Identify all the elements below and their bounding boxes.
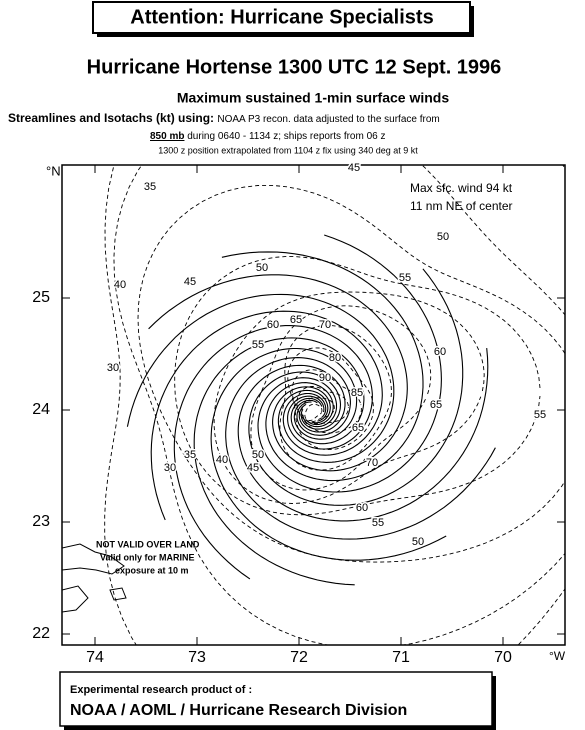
map-layer	[62, 165, 565, 645]
position-note: 1300 z position extrapolated from 1104 z…	[158, 145, 418, 155]
isotach-label: 60	[434, 346, 446, 358]
lat-unit: °N	[46, 163, 61, 178]
isotach-label: 80	[329, 352, 341, 364]
streamline	[148, 274, 408, 472]
streamline	[221, 251, 424, 482]
isotach	[287, 347, 374, 451]
lon-tick-label: 71	[392, 649, 410, 666]
lat-tick-label: 23	[32, 513, 50, 530]
isotach-label: 50	[437, 231, 449, 243]
land-note: exposure at 10 m	[115, 565, 189, 575]
streamline	[193, 337, 365, 586]
isotach-label: 50	[256, 262, 268, 274]
max-wind-location: 11 nm NE of center	[410, 199, 513, 213]
land	[109, 587, 127, 601]
isotach-label: 70	[366, 457, 378, 469]
isotach-label: 60	[267, 319, 279, 331]
lon-tick-label: 72	[290, 649, 308, 666]
streamline	[237, 348, 489, 522]
land-note: NOT VALID OVER LAND	[96, 539, 200, 549]
streamline	[210, 347, 447, 561]
max-wind: Max sfc. wind 94 kt	[410, 181, 513, 195]
method-rest: NOAA P3 recon. data adjusted to the surf…	[217, 114, 439, 125]
isotach	[113, 165, 565, 645]
isotach-label: 45	[247, 462, 259, 474]
isotach-label: 55	[399, 272, 411, 284]
streamline	[225, 357, 496, 540]
map-frame	[61, 164, 566, 646]
isotach-label: 85	[351, 387, 363, 399]
title: Hurricane Hortense 1300 UTC 12 Sept. 199…	[87, 56, 502, 78]
streamline	[257, 234, 442, 493]
footer-line1: Experimental research product of :	[70, 684, 252, 696]
isotach	[250, 305, 432, 491]
isotach-label: 55	[372, 517, 384, 529]
isotach-label: 40	[216, 454, 228, 466]
streamline	[150, 310, 383, 521]
lon-tick-label: 70	[494, 649, 512, 666]
lat-tick-label: 24	[32, 401, 50, 418]
isotach-label: 30	[164, 462, 176, 474]
isotach	[296, 386, 349, 425]
isotach	[137, 184, 565, 563]
level: 850 mb	[150, 131, 184, 142]
isotach-label: 50	[412, 536, 424, 548]
land	[62, 543, 125, 575]
subtitle: Maximum sustained 1-min surface winds	[177, 90, 450, 106]
isotach-label: 55	[252, 339, 264, 351]
method-line: Streamlines and Isotachs (kt) using: NOA…	[8, 111, 440, 125]
lon-tick-label: 74	[86, 649, 104, 666]
land	[62, 585, 89, 613]
land-note: Valid only for MARINE	[100, 552, 195, 562]
isotach-label: 65	[430, 399, 442, 411]
isotach-label: 30	[107, 362, 119, 374]
lon-unit: °W	[549, 649, 566, 663]
isotach-label: 35	[184, 449, 196, 461]
isotach-label: 45	[348, 162, 360, 174]
streamline	[126, 293, 395, 463]
streamline	[173, 325, 373, 580]
attention-box	[92, 1, 471, 34]
lon-tick-label: 73	[188, 649, 206, 666]
isotach-label: 60	[356, 502, 368, 514]
attention: Attention: Hurricane Specialists	[130, 6, 433, 28]
isotach	[291, 369, 362, 434]
isotach	[279, 324, 392, 471]
isotach	[301, 397, 335, 423]
isotach-label: 65	[352, 422, 364, 434]
isotach-label: 40	[114, 279, 126, 291]
lat-tick-label: 22	[32, 625, 50, 642]
period-line: 850 mb during 0640 - 1134 z; ships repor…	[150, 131, 386, 142]
isotach-label: 90	[319, 372, 331, 384]
isotach-label: 55	[534, 409, 546, 421]
footer-line2: NOAA / AOML / Hurricane Research Divisio…	[70, 702, 407, 719]
isotach	[304, 403, 323, 421]
isotach	[174, 256, 541, 516]
isotach-label: 50	[252, 449, 264, 461]
isotach-label: 35	[144, 181, 156, 193]
isotach	[213, 291, 485, 504]
footer-box	[59, 671, 493, 727]
period: during 0640 - 1134 z; ships reports from…	[187, 131, 385, 142]
method-bold: Streamlines and Isotachs (kt) using:	[8, 111, 214, 125]
isotach-label: 65	[290, 314, 302, 326]
isotach-label: 45	[184, 276, 196, 288]
lat-tick-label: 25	[32, 289, 50, 306]
isotach-label: 70	[319, 319, 331, 331]
